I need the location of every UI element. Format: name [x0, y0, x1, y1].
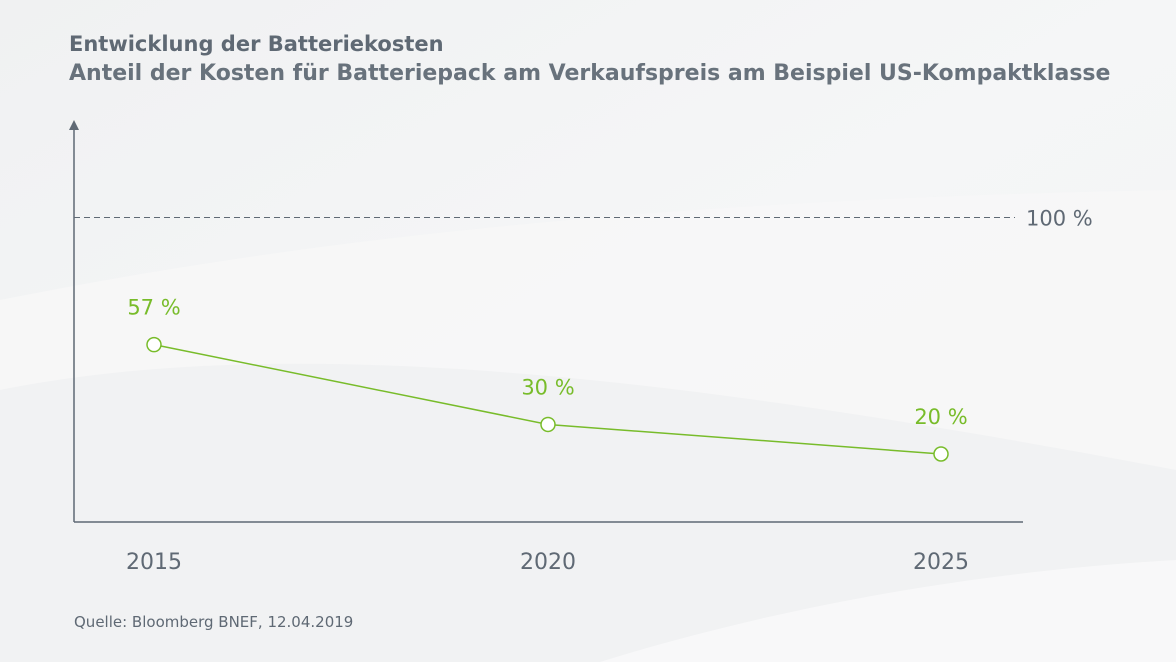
data-label-2025: 20 %: [914, 405, 967, 429]
data-point-2020: [540, 416, 556, 433]
x-tick-group: 2015 2020 2025: [126, 550, 969, 575]
data-label-2020: 30 %: [521, 375, 574, 399]
x-tick-label-2015: 2015: [126, 550, 182, 575]
x-tick-label-2020: 2020: [520, 550, 576, 575]
x-tick-label-2025: 2025: [913, 550, 969, 575]
data-label-group: 57 % 30 % 20 %: [127, 296, 967, 429]
data-point-2025: [933, 446, 949, 462]
data-point-2015: [146, 336, 162, 353]
reference-line-label: 100 %: [1026, 207, 1093, 231]
y-axis-arrow-icon: [69, 120, 79, 130]
series-group: [146, 336, 949, 462]
chart-subtitle: Anteil der Kosten für Batteriepack am Ve…: [69, 61, 1111, 86]
chart-title: Entwicklung der Batteriekosten: [69, 32, 444, 56]
source-note: Quelle: Bloomberg BNEF, 12.04.2019: [74, 613, 354, 631]
chart-axes: [69, 120, 1023, 523]
data-label-2015: 57 %: [127, 296, 180, 320]
reference-line-group: 100 %: [74, 207, 1093, 231]
